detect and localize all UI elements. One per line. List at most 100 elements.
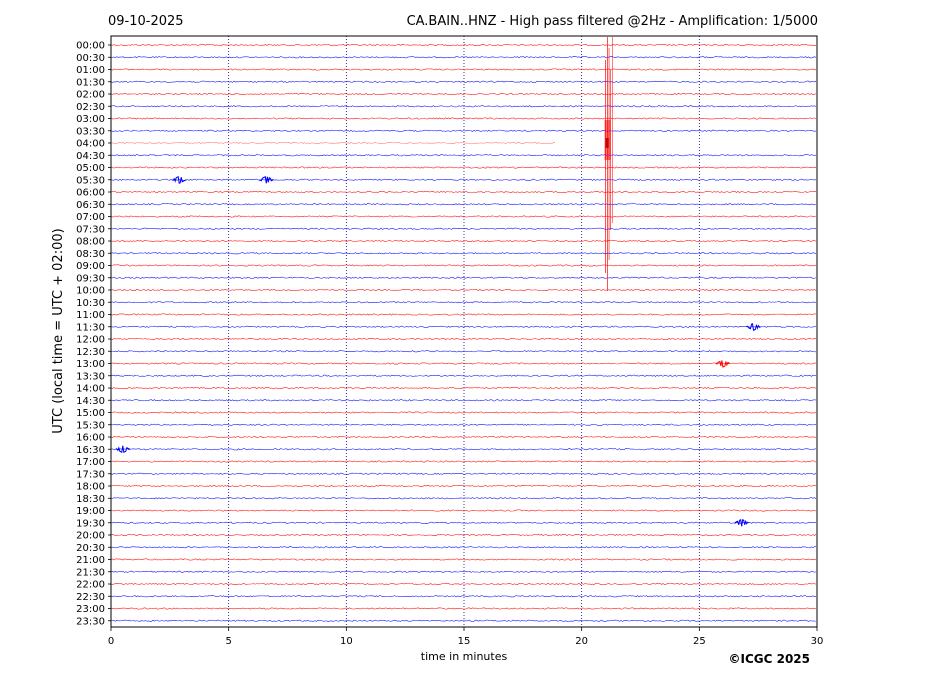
y-tick-label: 13:30: [76, 371, 105, 382]
y-tick-label: 23:30: [76, 616, 105, 627]
y-tick-label: 09:30: [76, 273, 105, 284]
trace-line: [110, 484, 817, 488]
x-tick-labels: 0 5 10 15 20 25 30: [108, 627, 824, 647]
y-tick-label: 08:00: [76, 237, 105, 248]
trace-line: [110, 362, 817, 365]
y-tick-label: 04:30: [76, 151, 105, 162]
trace-line: [110, 411, 817, 414]
y-tick-label: 18:30: [76, 494, 105, 505]
trace-line: [110, 56, 817, 59]
y-tick-label: 10:30: [76, 298, 105, 309]
trace-line: [110, 558, 817, 561]
trace-line: [110, 215, 817, 218]
chart-title: CA.BAIN..HNZ - High pass filtered @2Hz -…: [407, 14, 818, 29]
trace-line: [110, 288, 817, 292]
y-tick-label: 10:00: [76, 286, 105, 297]
y-tick-label: 01:30: [76, 77, 105, 88]
y-tick-label: 11:30: [76, 322, 105, 333]
y-tick-label: 01:00: [76, 65, 105, 76]
y-tick-label: 20:30: [76, 543, 105, 554]
y-tick-label: 02:30: [76, 102, 105, 113]
x-tick-label: 0: [108, 636, 114, 647]
x-tick-label: 15: [458, 636, 471, 647]
trace-line: [110, 570, 817, 573]
trace-line: [110, 472, 817, 475]
trace-line: [110, 337, 817, 341]
y-tick-label: 00:30: [76, 53, 105, 64]
trace-line: [110, 141, 556, 145]
trace-line: [110, 546, 817, 549]
y-tick-label: 15:30: [76, 420, 105, 431]
trace-line: [110, 276, 817, 279]
trace-line: [110, 460, 817, 463]
y-tick-label: 16:30: [76, 445, 105, 456]
x-tick-label: 5: [225, 636, 231, 647]
y-tick-label: 06:00: [76, 188, 105, 199]
x-tick-label: 10: [340, 636, 353, 647]
trace-line: [110, 533, 817, 537]
event-wave: [171, 175, 187, 185]
trace-line: [110, 301, 817, 304]
y-axis-label: UTC (local time = UTC + 02:00): [51, 228, 66, 433]
trace-line: [110, 227, 817, 230]
trace-line: [110, 166, 817, 169]
y-tick-label: 12:00: [76, 335, 105, 346]
trace-line: [110, 178, 817, 181]
y-tick-label: 19:00: [76, 506, 105, 517]
y-tick-label: 05:30: [76, 175, 105, 186]
event-wave: [734, 518, 749, 527]
trace-line: [110, 252, 817, 255]
trace-line: [110, 386, 817, 390]
y-tick-label: 13:00: [76, 359, 105, 370]
y-tick-label: 17:00: [76, 457, 105, 468]
x-axis-label: time in minutes: [421, 650, 508, 663]
plot-frame: [110, 35, 818, 628]
trace-line: [110, 350, 817, 353]
event-wave: [715, 360, 731, 368]
event-marks: [115, 37, 761, 527]
trace-line: [110, 80, 817, 83]
trace-line: [110, 423, 817, 426]
trace-line: [110, 203, 817, 206]
event-wave: [115, 445, 131, 454]
y-tick-label: 18:00: [76, 482, 105, 493]
trace-line: [110, 190, 817, 194]
y-tick-label: 17:30: [76, 469, 105, 480]
copyright-label: ©ICGC 2025: [728, 652, 810, 666]
y-tick-label: 19:30: [76, 518, 105, 529]
trace-line: [110, 325, 817, 328]
event-peak: [605, 138, 609, 148]
y-tick-label: 23:00: [76, 604, 105, 615]
x-tick-label: 25: [693, 636, 706, 647]
y-tick-label: 11:00: [76, 310, 105, 321]
y-tick-label: 03:30: [76, 126, 105, 137]
trace-line: [110, 619, 817, 622]
trace-line: [110, 435, 817, 439]
trace-line: [110, 92, 817, 96]
y-tick-label: 21:00: [76, 555, 105, 566]
y-tick-label: 14:00: [76, 384, 105, 395]
y-tick-label: 05:00: [76, 163, 105, 174]
trace-line: [110, 497, 817, 500]
trace-line: [110, 68, 817, 71]
trace-line: [111, 509, 817, 512]
trace-line: [110, 374, 817, 377]
trace-line: [110, 154, 817, 157]
trace-line: [110, 239, 817, 243]
y-tick-label: 04:00: [76, 139, 105, 150]
y-tick-label: 03:00: [76, 114, 105, 125]
y-tick-label: 06:30: [76, 200, 105, 211]
trace-line: [110, 264, 817, 267]
y-tick-label: 00:00: [76, 41, 105, 52]
x-tick-label: 30: [811, 636, 824, 647]
trace-line: [110, 105, 817, 108]
y-tick-label: 09:00: [76, 261, 105, 272]
y-tick-label: 07:00: [76, 212, 105, 223]
trace-line: [110, 43, 817, 47]
trace-line: [110, 582, 817, 586]
trace-line: [110, 595, 817, 598]
trace-line: [110, 313, 817, 316]
date-label: 09-10-2025: [108, 14, 184, 29]
trace-line: [110, 521, 817, 524]
